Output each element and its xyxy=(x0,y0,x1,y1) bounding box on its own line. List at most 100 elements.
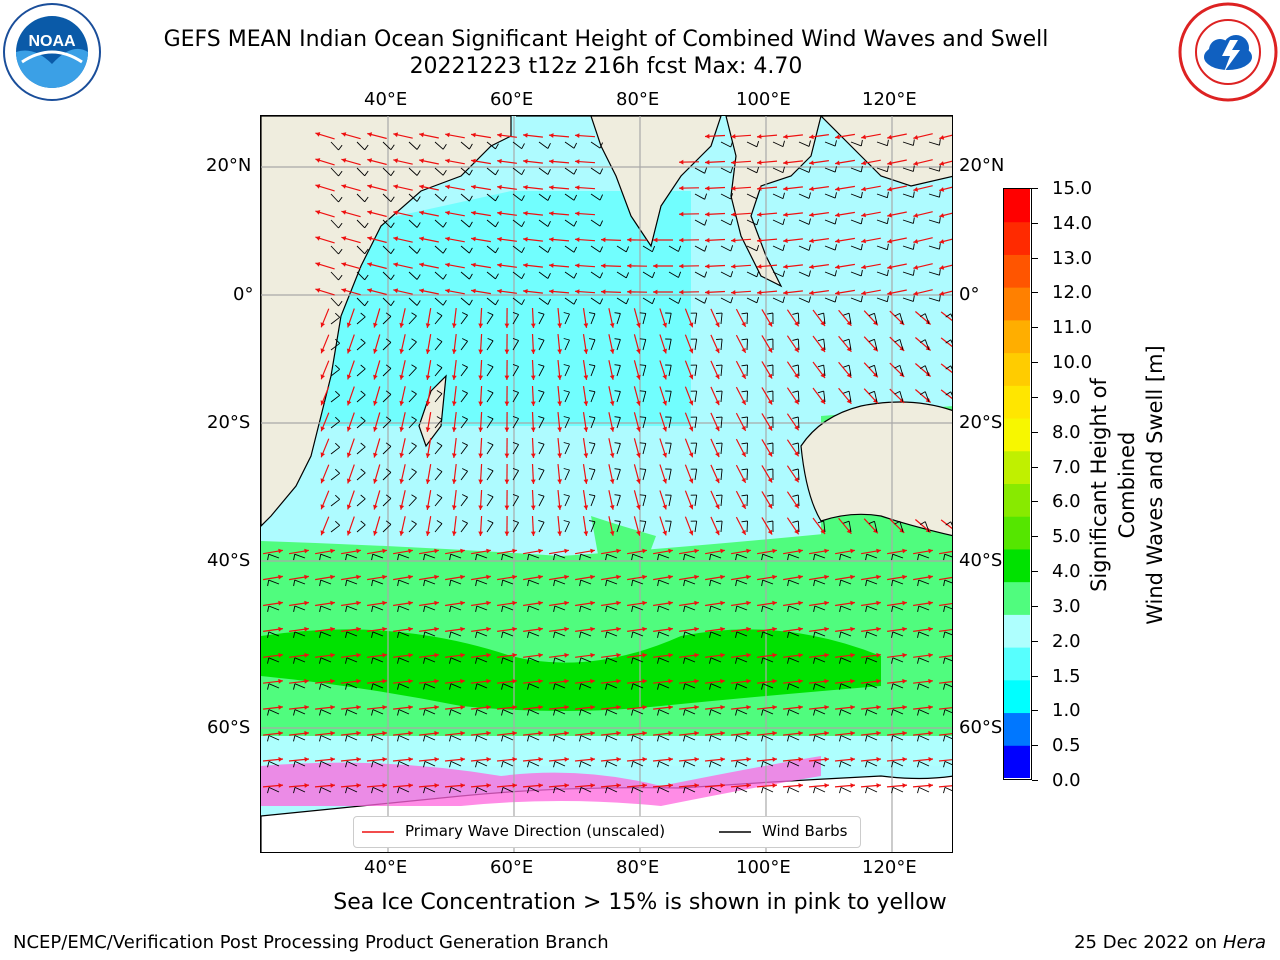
wind-barb-flag xyxy=(449,709,452,716)
wind-barb-flag xyxy=(614,520,621,522)
wave-arrow-head xyxy=(341,184,347,189)
wind-barb-shaft xyxy=(424,786,436,793)
wind-barb-flag xyxy=(579,580,582,587)
wind-barb-flag xyxy=(639,442,646,444)
wind-barb-shaft xyxy=(528,657,540,663)
wind-barb-flag xyxy=(605,580,608,587)
wind-barb-flag xyxy=(843,390,850,394)
wind-barb-shaft xyxy=(720,193,732,200)
wave-arrow-head xyxy=(798,783,803,788)
wave-arrow-head xyxy=(876,626,881,632)
lat-tick-left-20s: 20°S xyxy=(207,412,251,433)
wave-arrow-head xyxy=(861,186,867,192)
wind-barb-flag xyxy=(553,761,556,768)
wind-barb-shaft xyxy=(746,271,758,278)
wave-arrow-head xyxy=(694,783,699,788)
wind-barb-flag xyxy=(704,271,708,278)
wind-barb-flag xyxy=(834,244,837,251)
wind-barb-flag xyxy=(411,364,417,369)
wind-barb-flag xyxy=(423,735,426,742)
wind-barb-flag xyxy=(512,363,519,367)
wind-barb-shaft xyxy=(668,271,679,278)
wind-barb-shaft xyxy=(346,631,358,637)
wave-arrow-head xyxy=(425,427,431,432)
wave-arrow-head xyxy=(772,600,777,606)
wind-barb-flag xyxy=(917,605,920,612)
wind-barb-flag xyxy=(704,193,708,200)
wind-barb-shaft xyxy=(694,245,705,252)
wind-barb-flag xyxy=(766,338,773,341)
wave-arrow-head xyxy=(504,349,510,354)
wind-barb-flag xyxy=(860,217,863,224)
wind-barb-flag xyxy=(868,338,875,343)
wind-barb-flag xyxy=(538,415,545,419)
wind-barb-flag xyxy=(495,299,499,306)
wind-barb-flag xyxy=(891,787,894,794)
lon-tick-top-120e: 120°E xyxy=(862,89,917,110)
wind-barb-shaft xyxy=(554,631,566,637)
wave-arrow-head xyxy=(434,600,439,606)
wind-barb-shaft xyxy=(824,297,836,303)
wave-arrow-head xyxy=(798,730,803,736)
wind-barb-shaft xyxy=(684,657,696,663)
wind-barb-shaft xyxy=(772,245,784,252)
wind-barb-flag xyxy=(442,195,447,202)
colorbar-tick-label: 14.0 xyxy=(1052,212,1093,234)
wave-arrow-head xyxy=(741,347,746,353)
colorbar-tick-mark xyxy=(1032,292,1038,294)
wave-arrow-head xyxy=(861,212,867,218)
wind-barb-shaft xyxy=(658,631,670,637)
wind-barb-flag xyxy=(631,631,634,638)
wind-barb-flag xyxy=(761,631,764,638)
wind-barb-flag xyxy=(360,390,366,396)
wind-barb-shaft xyxy=(694,339,698,351)
colorbar-tick-label: 13.0 xyxy=(1052,247,1093,269)
wind-barb-flag xyxy=(364,222,369,229)
madagascar-landmass xyxy=(418,374,447,448)
wind-barb-flag xyxy=(495,247,499,254)
wave-arrow-head xyxy=(609,453,615,458)
wind-barb-flag xyxy=(436,390,443,394)
wind-barb-shaft xyxy=(408,393,417,403)
wave-arrow-head xyxy=(636,452,641,458)
wind-barb-shaft xyxy=(710,657,722,663)
wind-barb-shaft xyxy=(434,141,444,150)
wave-arrow-head xyxy=(564,678,569,684)
wave-arrow-head xyxy=(512,652,517,658)
wind-barb-flag xyxy=(442,169,447,176)
wind-barb-shaft xyxy=(590,365,596,377)
wind-barb-flag xyxy=(267,761,270,768)
wave-arrow-head xyxy=(715,426,720,432)
wave-arrow-head xyxy=(850,705,855,710)
wind-barb-shaft xyxy=(268,657,280,663)
wind-barb-flag xyxy=(730,271,734,278)
wave-arrow-head xyxy=(419,236,424,242)
wind-barb-shaft xyxy=(866,735,878,741)
wave-arrow-head xyxy=(504,427,510,432)
wind-barb-shaft xyxy=(616,417,621,429)
wave-arrow-head xyxy=(382,548,387,554)
wind-barb-flag xyxy=(787,605,790,612)
wind-barb-shaft xyxy=(840,683,852,689)
wind-barb-flag xyxy=(735,631,738,638)
wave-arrow-head xyxy=(662,322,667,328)
wind-barb-shaft xyxy=(528,631,540,637)
wave-arrow-head xyxy=(850,757,855,762)
colorbar-tick-mark xyxy=(1032,745,1038,747)
wind-barb-flag xyxy=(360,468,366,474)
wind-barb-flag xyxy=(678,245,682,252)
wind-barb-shaft xyxy=(346,579,358,585)
wind-barb-flag xyxy=(521,169,525,175)
wind-barb-shaft xyxy=(798,141,810,147)
wind-barb-shaft xyxy=(823,339,826,351)
wind-barb-flag xyxy=(589,364,596,367)
run-date: 25 Dec 2022 on Hera xyxy=(1074,932,1266,953)
wave-arrow-head xyxy=(304,705,309,710)
colorbar-tick-label: 4.0 xyxy=(1052,561,1081,583)
wind-barb-flag xyxy=(360,442,366,448)
wind-barb-shaft xyxy=(840,605,852,611)
wind-barb-shaft xyxy=(320,605,332,611)
wind-barb-flag xyxy=(512,519,519,523)
wave-arrow-head xyxy=(504,479,510,484)
wind-barb-shaft xyxy=(382,219,392,229)
